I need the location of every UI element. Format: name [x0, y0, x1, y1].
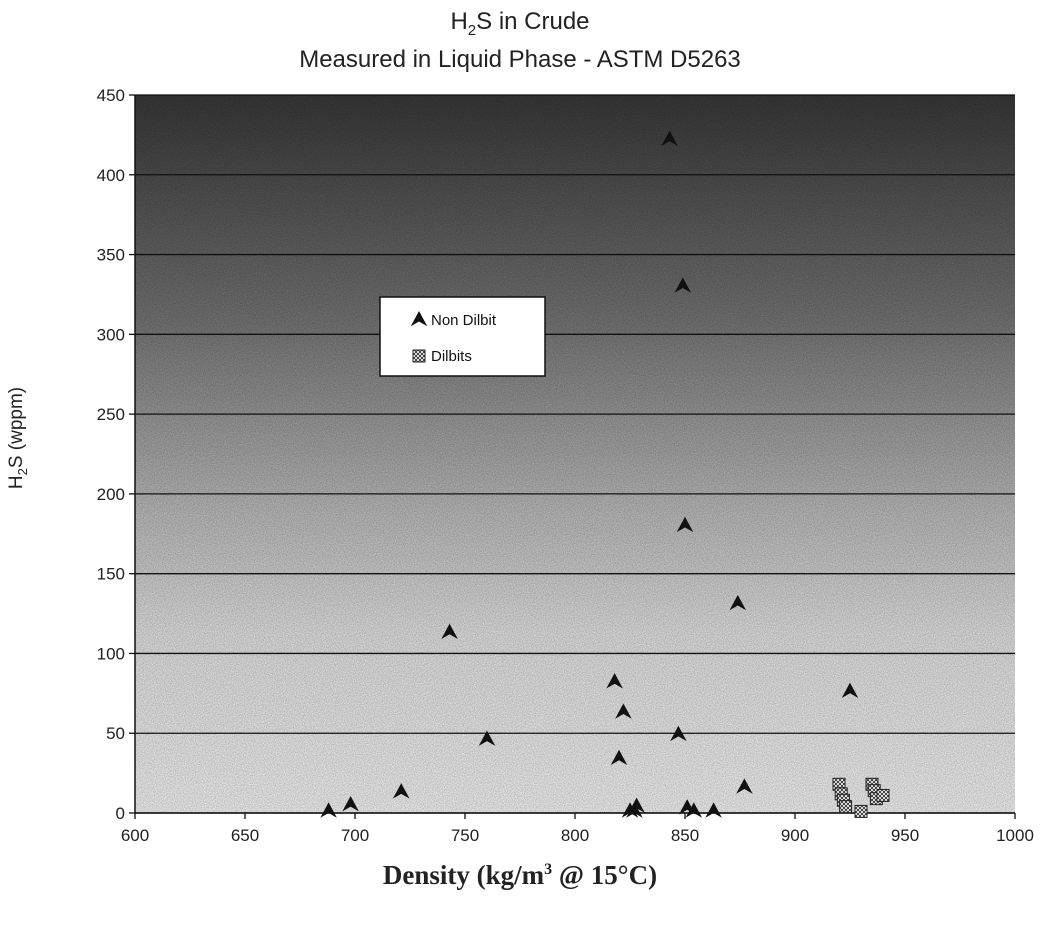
- x-tick-label-1000: 1000: [996, 826, 1034, 845]
- x-tick-label-850: 850: [671, 826, 699, 845]
- axes: [134, 95, 1015, 814]
- data-point-dilbit: [839, 800, 853, 814]
- data-point-nondilbit: [736, 778, 753, 794]
- x-tick-label-750: 750: [451, 826, 479, 845]
- data-point-nondilbit: [705, 802, 722, 818]
- data-point-nondilbit: [674, 277, 692, 293]
- y-tick-label-200: 200: [97, 485, 125, 504]
- y-tick-label-400: 400: [97, 166, 125, 185]
- legend-label-1: Dilbits: [431, 348, 472, 365]
- y-tick-label-250: 250: [97, 405, 125, 424]
- data-point-nondilbit: [320, 802, 337, 818]
- data-point-nondilbit: [392, 783, 410, 799]
- data-point-dilbit: [854, 804, 868, 818]
- legend-marker-nondilbit: [410, 310, 428, 327]
- data-points: [320, 130, 890, 818]
- x-axis-label: Density (kg/m3 @ 15°C): [382, 860, 658, 890]
- data-point-nondilbit: [676, 516, 694, 533]
- data-point-nondilbit: [615, 703, 632, 719]
- y-tick-label-50: 50: [106, 724, 125, 743]
- data-point-nondilbit: [610, 749, 628, 766]
- x-tick-label-900: 900: [781, 826, 809, 845]
- y-tick-label-0: 0: [116, 804, 125, 823]
- data-point-nondilbit: [606, 673, 623, 689]
- x-tick-label-950: 950: [891, 826, 919, 845]
- data-point-nondilbit: [841, 682, 859, 699]
- y-tick-label-350: 350: [97, 246, 125, 265]
- data-point-nondilbit: [670, 725, 687, 742]
- plot-texture: [135, 95, 1015, 813]
- chart-title-line1: H2S in Crude: [450, 8, 590, 39]
- tick-labels: 0 50 100 150 200 250 300 350 400 450 600 650 700 750 8…: [97, 86, 1034, 845]
- data-point-nondilbit: [628, 797, 645, 813]
- x-tick-label-650: 650: [231, 826, 259, 845]
- data-point-nondilbit: [441, 623, 458, 640]
- data-point-nondilbit: [729, 594, 747, 611]
- y-tick-label-450: 450: [97, 86, 125, 105]
- y-tick-label-150: 150: [97, 565, 125, 584]
- y-tick-label-300: 300: [97, 325, 125, 344]
- x-tick-label-600: 600: [121, 826, 149, 845]
- data-point-nondilbit: [342, 795, 359, 812]
- x-tick-label-700: 700: [341, 826, 369, 845]
- legend-box: [379, 296, 546, 377]
- data-point-dilbit: [876, 788, 890, 802]
- data-point-nondilbit: [661, 130, 678, 146]
- legend-marker-dilbit: [412, 349, 426, 363]
- legend: Non Dilbit Dilbits: [379, 296, 546, 377]
- data-point-nondilbit: [685, 802, 703, 818]
- chart-title-line2: Measured in Liquid Phase - ASTM D5263: [299, 46, 741, 73]
- x-tick-label-800: 800: [561, 826, 589, 845]
- data-point-nondilbit: [478, 730, 496, 746]
- legend-label-0: Non Dilbit: [431, 312, 497, 329]
- y-tick-label-100: 100: [97, 644, 125, 663]
